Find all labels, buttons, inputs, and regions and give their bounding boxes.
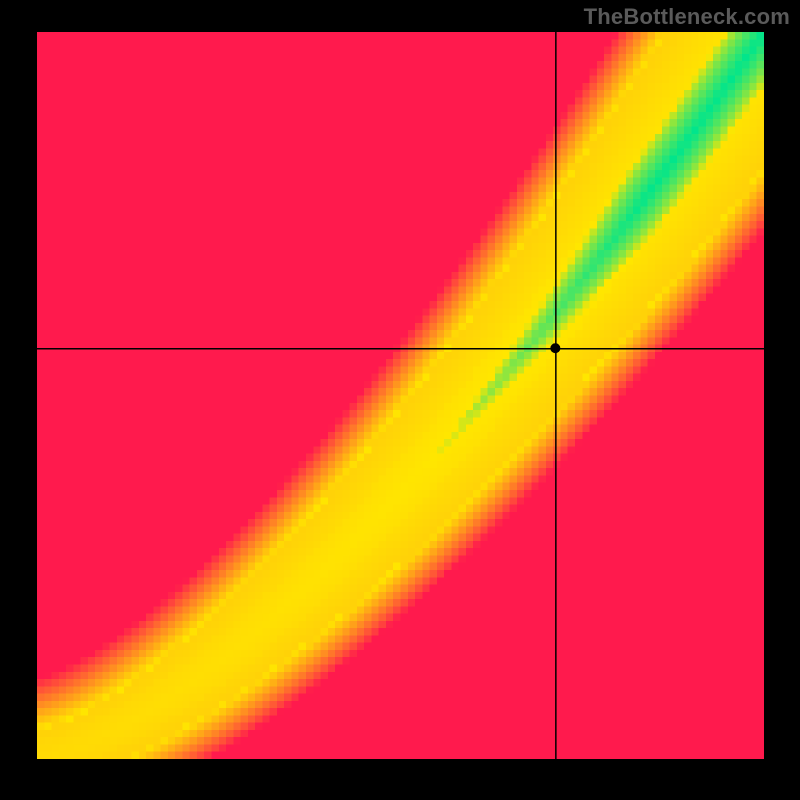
chart-container: TheBottleneck.com (0, 0, 800, 800)
crosshair-overlay (37, 32, 764, 759)
watermark-text: TheBottleneck.com (584, 4, 790, 30)
